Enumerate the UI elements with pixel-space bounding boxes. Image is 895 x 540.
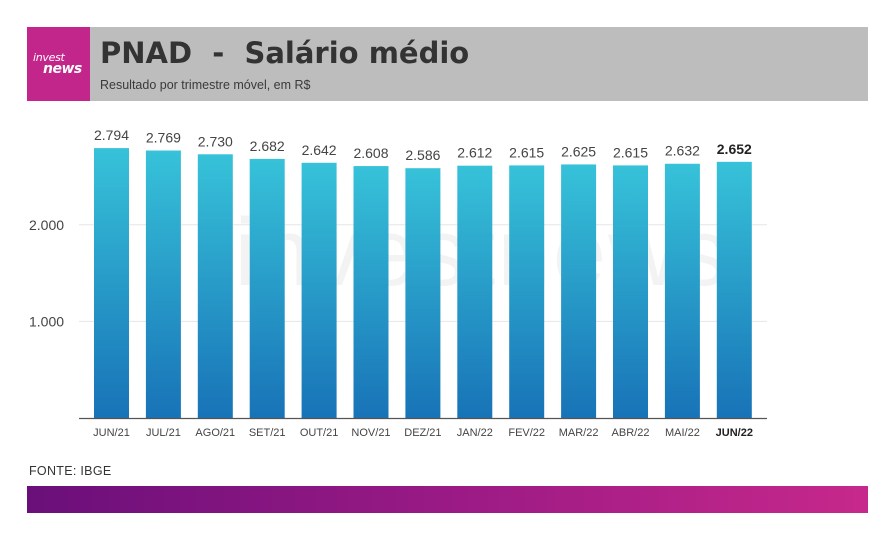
chart-subtitle: Resultado por trimestre móvel, em R$: [100, 78, 311, 92]
investnews-logo: invest news: [27, 27, 90, 101]
value-label: 2.652: [717, 141, 752, 157]
value-label: 2.615: [613, 144, 648, 160]
value-label: 2.632: [665, 143, 700, 159]
bar: [561, 164, 597, 418]
x-tick-label: JUN/22: [716, 427, 753, 439]
x-tick-label: JUN/21: [93, 427, 130, 439]
source-note: FONTE: IBGE: [29, 464, 112, 478]
bar: [301, 162, 337, 418]
bars: [94, 148, 752, 419]
value-labels: 2.794 2.769 2.730 2.682 2.642 2.608 2.586 2.612…: [94, 127, 752, 163]
bar: [353, 166, 389, 418]
x-tick-label: ABR/22: [612, 427, 650, 439]
value-label: 2.586: [405, 147, 440, 163]
value-label: 2.608: [353, 145, 388, 161]
x-tick-label: MAR/22: [559, 427, 599, 439]
value-label: 2.612: [457, 145, 492, 161]
footer-gradient-bar: [27, 486, 868, 513]
value-label: 2.615: [509, 144, 544, 160]
x-tick-label: DEZ/21: [404, 427, 441, 439]
bar: [249, 158, 285, 418]
bar: [457, 165, 493, 418]
chart-title: PNAD - Salário médio: [100, 36, 470, 70]
x-tick-label: JAN/22: [457, 427, 493, 439]
x-tick-label: SET/21: [249, 427, 286, 439]
x-tick-label: AGO/21: [195, 427, 235, 439]
x-tick-label: NOV/21: [351, 427, 390, 439]
x-tick-label: FEV/22: [508, 427, 545, 439]
bar: [716, 161, 752, 418]
value-label: 2.625: [561, 143, 596, 159]
logo-text-news: news: [43, 61, 82, 77]
value-label: 2.794: [94, 127, 129, 143]
value-label: 2.682: [250, 138, 285, 154]
bar: [197, 154, 233, 419]
x-tick-label: MAI/22: [665, 427, 700, 439]
chart-header: invest news PNAD - Salário médio Resulta…: [27, 27, 868, 101]
bar: [94, 148, 129, 418]
bar: [664, 163, 700, 418]
bar: [405, 168, 441, 418]
value-label: 2.769: [146, 130, 181, 146]
logo-text-invest: invest: [33, 51, 65, 64]
x-tick-label: JUL/21: [146, 427, 181, 439]
y-tick-label: 1.000: [29, 313, 64, 329]
value-label: 2.642: [302, 142, 337, 158]
y-tick-label: 2.000: [29, 217, 64, 233]
x-tick-label: OUT/21: [300, 427, 339, 439]
y-axis: 1.000 2.000: [29, 217, 767, 420]
bar: [145, 150, 181, 419]
value-label: 2.730: [198, 133, 233, 149]
bar: [509, 165, 545, 418]
x-axis: JUN/21 JUL/21 AGO/21 SET/21 OUT/21 NOV/21 DEZ/…: [93, 427, 753, 439]
bar: [613, 165, 648, 418]
